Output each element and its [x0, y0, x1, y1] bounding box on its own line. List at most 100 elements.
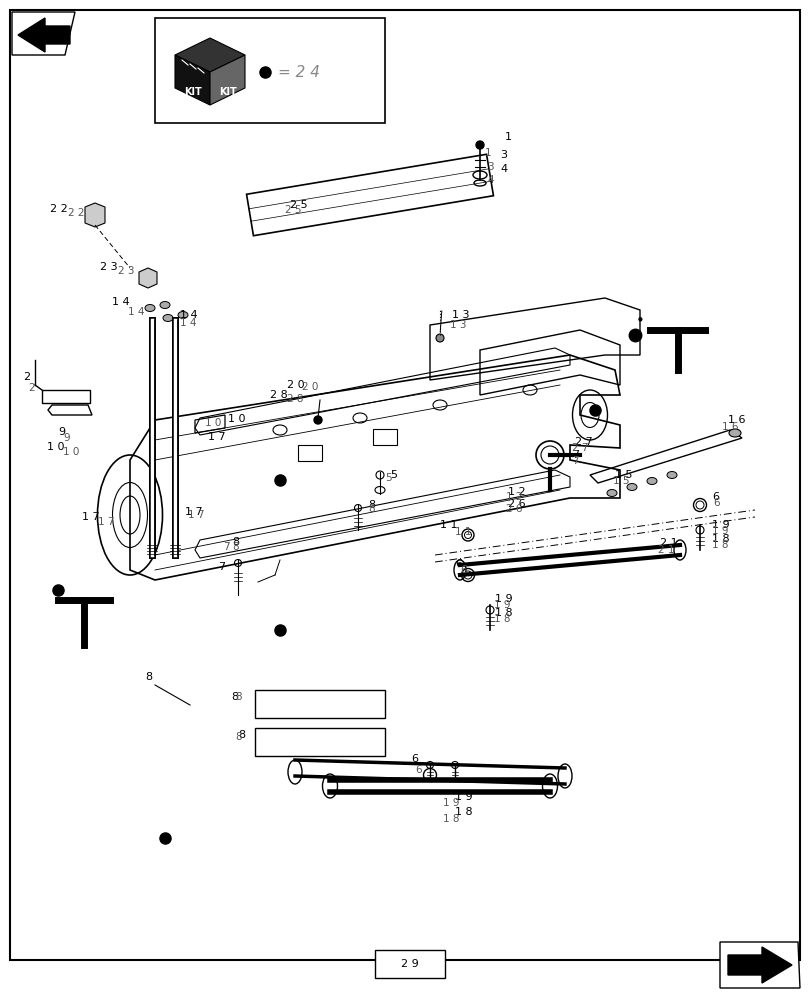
Text: 1 2: 1 2	[505, 492, 521, 502]
Polygon shape	[175, 38, 245, 72]
Text: KIT: KIT	[219, 87, 237, 97]
Ellipse shape	[666, 472, 676, 479]
Text: 1 5: 1 5	[614, 470, 632, 480]
Text: KIT: KIT	[184, 87, 202, 97]
Bar	[255, 728, 384, 756]
Text: 2 2: 2 2	[50, 204, 68, 214]
Text: 2 3: 2 3	[101, 262, 118, 272]
Bar	[155, 18, 384, 123]
Text: 2 6: 2 6	[505, 504, 521, 514]
Text: 6: 6	[711, 492, 718, 502]
Text: 6: 6	[414, 765, 421, 775]
Text: 6: 6	[712, 498, 719, 508]
Bar	[372, 429, 397, 445]
Text: 8: 8	[367, 500, 375, 510]
Text: 3: 3	[500, 150, 506, 160]
Text: 1 7: 1 7	[185, 507, 203, 517]
Text: 8: 8	[234, 692, 242, 702]
Text: 1 0: 1 0	[228, 414, 245, 424]
Text: 1 9: 1 9	[711, 526, 727, 536]
Text: 2 8: 2 8	[270, 390, 288, 400]
Text: 2 1: 2 1	[659, 538, 677, 548]
Ellipse shape	[314, 416, 322, 424]
Text: 2: 2	[23, 372, 30, 382]
Text: 2 0: 2 0	[302, 382, 318, 392]
Text: 1 2: 1 2	[508, 487, 525, 497]
Text: 8: 8	[232, 537, 238, 547]
Text: 2 1: 2 1	[657, 545, 674, 555]
Text: 8: 8	[232, 542, 238, 552]
Ellipse shape	[626, 484, 636, 490]
Ellipse shape	[475, 141, 483, 149]
Text: 1 3: 1 3	[449, 320, 466, 330]
Polygon shape	[210, 55, 245, 105]
Text: 2 7: 2 7	[574, 437, 592, 447]
Text: 1 4: 1 4	[180, 318, 196, 328]
Text: 1 8: 1 8	[711, 540, 727, 550]
Text: 1 8: 1 8	[443, 814, 459, 824]
Text: 2 7: 2 7	[571, 443, 588, 453]
Text: 1 9: 1 9	[493, 600, 510, 610]
Ellipse shape	[728, 429, 740, 437]
Text: 8: 8	[145, 672, 152, 682]
Ellipse shape	[145, 304, 155, 312]
Text: 1 1: 1 1	[440, 520, 457, 530]
Text: 1: 1	[504, 132, 512, 142]
Text: 1 8: 1 8	[495, 608, 512, 618]
Text: 6: 6	[410, 754, 418, 764]
Text: ●: ●	[637, 316, 642, 321]
Text: 1 1: 1 1	[454, 527, 471, 537]
Text: = 2 4: = 2 4	[277, 65, 320, 80]
Text: 1 8: 1 8	[493, 614, 510, 624]
Text: 1: 1	[484, 148, 491, 158]
Text: 9: 9	[58, 427, 65, 437]
Text: 1 9: 1 9	[454, 792, 472, 802]
Text: 4: 4	[500, 164, 507, 174]
Polygon shape	[727, 947, 791, 983]
Text: 1 8: 1 8	[454, 807, 472, 817]
Text: 4: 4	[487, 175, 493, 185]
Text: 8: 8	[238, 730, 245, 740]
Text: 1 8: 1 8	[711, 534, 729, 544]
Text: 1 6: 1 6	[721, 422, 737, 432]
Text: 1 9: 1 9	[495, 594, 512, 604]
Text: 2 5: 2 5	[285, 205, 301, 215]
Text: 8: 8	[234, 732, 242, 742]
Text: 1 0: 1 0	[204, 418, 221, 428]
Bar	[375, 950, 444, 978]
Ellipse shape	[163, 314, 173, 322]
Text: 1 7: 1 7	[98, 517, 114, 527]
Ellipse shape	[646, 478, 656, 485]
Polygon shape	[175, 55, 210, 105]
Polygon shape	[85, 203, 105, 227]
Text: 7: 7	[223, 542, 230, 552]
Text: 1 9: 1 9	[443, 798, 459, 808]
Text: 1 4: 1 4	[112, 297, 130, 307]
Text: 1 9: 1 9	[711, 520, 729, 530]
Polygon shape	[18, 18, 70, 52]
Text: 1 0: 1 0	[47, 442, 65, 452]
Ellipse shape	[607, 489, 616, 496]
Text: 7: 7	[571, 456, 578, 466]
Text: 1 7: 1 7	[188, 510, 204, 520]
Ellipse shape	[160, 302, 169, 308]
Text: 6: 6	[460, 565, 466, 575]
Text: 3: 3	[487, 162, 493, 172]
Bar	[255, 690, 384, 718]
Text: 8: 8	[230, 692, 238, 702]
Text: 2 8: 2 8	[286, 394, 303, 404]
Text: 2 3: 2 3	[118, 266, 135, 276]
Text: 1 6: 1 6	[727, 415, 744, 425]
Text: 1 7: 1 7	[82, 512, 100, 522]
Text: 6: 6	[454, 559, 461, 569]
Text: 2 9: 2 9	[401, 959, 418, 969]
Text: 1 5: 1 5	[612, 476, 629, 486]
Ellipse shape	[436, 334, 444, 342]
Bar	[298, 445, 322, 461]
Text: 2 0: 2 0	[287, 380, 305, 390]
Polygon shape	[12, 12, 75, 55]
Text: 7: 7	[217, 562, 225, 572]
Polygon shape	[139, 268, 157, 288]
Text: 5: 5	[389, 470, 397, 480]
Text: 9: 9	[63, 433, 70, 443]
